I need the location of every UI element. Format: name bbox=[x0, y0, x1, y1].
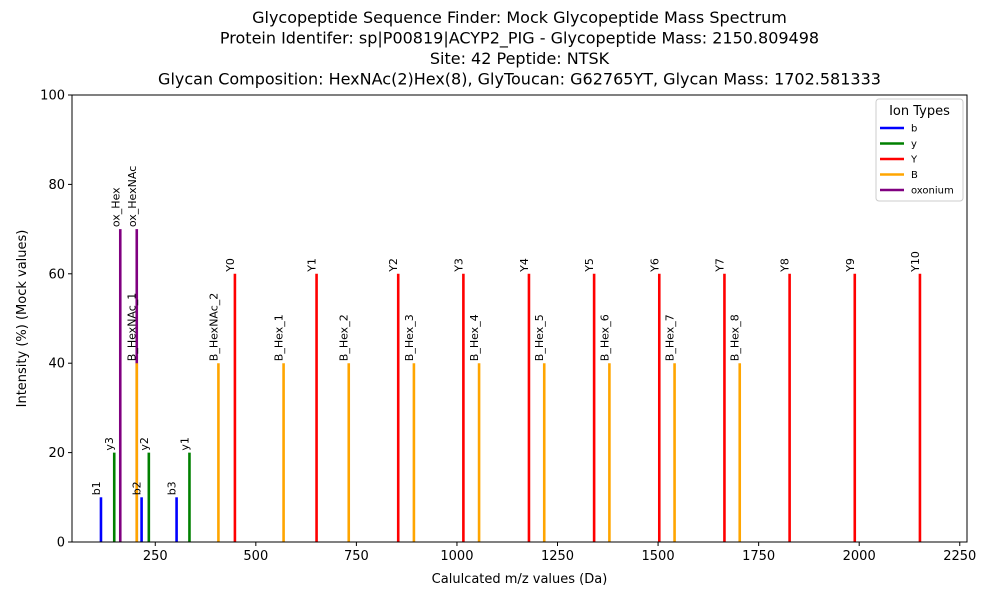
peak-label: b2 bbox=[131, 481, 144, 495]
peak-label: ox_HexNAc bbox=[126, 166, 139, 227]
peak-label: B_Hex_7 bbox=[664, 314, 677, 361]
chart-title: Glycopeptide Sequence Finder: Mock Glyco… bbox=[158, 8, 881, 89]
legend-label: y bbox=[911, 139, 917, 150]
x-axis-label: Calulcated m/z values (Da) bbox=[432, 572, 608, 587]
chart-title-line: Glycopeptide Sequence Finder: Mock Glyco… bbox=[252, 8, 787, 27]
x-tick-label: 1500 bbox=[642, 549, 675, 564]
peak-label: b3 bbox=[166, 481, 179, 495]
y-tick-label: 100 bbox=[40, 89, 65, 104]
peak-label: Y3 bbox=[452, 258, 465, 273]
chart-title-line: Site: 42 Peptide: NTSK bbox=[430, 49, 610, 68]
x-tick-label: 1250 bbox=[541, 549, 574, 564]
peak-label: Y2 bbox=[387, 258, 400, 273]
peak-label: B_Hex_2 bbox=[338, 314, 351, 361]
peak-label: Y6 bbox=[648, 258, 661, 273]
peak-label: B_Hex_6 bbox=[598, 314, 611, 361]
axes-frame bbox=[71, 94, 968, 543]
peak-label: y2 bbox=[138, 437, 151, 451]
legend-label: Y bbox=[910, 155, 918, 166]
legend-title: Ion Types bbox=[889, 104, 950, 119]
y-tick-label: 60 bbox=[48, 267, 65, 282]
peak-label: B_HexNAc_2 bbox=[207, 293, 220, 362]
y-tick-label: 40 bbox=[48, 357, 65, 372]
x-tick-label: 250 bbox=[143, 549, 168, 564]
chart-title-line: Protein Identifer: sp|P00819|ACYP2_PIG -… bbox=[220, 29, 819, 49]
y-tick-label: 20 bbox=[48, 446, 65, 461]
peak-label: B_Hex_1 bbox=[273, 314, 286, 361]
x-tick-label: 750 bbox=[344, 549, 369, 564]
peak-label: B_Hex_5 bbox=[533, 314, 546, 361]
peak-label: Y4 bbox=[518, 258, 531, 273]
peak-label: b1 bbox=[90, 481, 103, 495]
legend-label: B bbox=[911, 170, 918, 181]
legend-label: b bbox=[911, 124, 917, 135]
peak-label: Y7 bbox=[713, 258, 726, 273]
legend-label: oxonium bbox=[911, 186, 954, 197]
axes: 250 500 750 1000 1250 1500 1750 2000 2250 0 20 40 60… bbox=[15, 89, 976, 588]
peak-label: Y5 bbox=[583, 258, 596, 273]
peak-label: Y0 bbox=[224, 258, 237, 273]
peak-label: Y9 bbox=[844, 258, 857, 273]
chart-title-line: Glycan Composition: HexNAc(2)Hex(8), Gly… bbox=[158, 70, 881, 89]
plot-area: b1 y3 ox_Hex ox_HexNAc B_HexNAc_1 b2 y2 b3 y1 B_H… bbox=[90, 166, 922, 542]
peak-label: y3 bbox=[103, 437, 116, 451]
peak-label: Y8 bbox=[779, 258, 792, 273]
y-tick-label: 0 bbox=[57, 536, 65, 551]
peak-label: B_Hex_3 bbox=[403, 314, 416, 361]
x-tick-label: 2000 bbox=[843, 549, 876, 564]
peak-label: Y10 bbox=[909, 251, 922, 273]
x-tick-label: 2250 bbox=[943, 549, 976, 564]
peak-label: B_Hex_4 bbox=[468, 314, 481, 361]
peak-label: B_HexNAc_1 bbox=[126, 293, 139, 362]
y-axis-label: Intensity (%) (Mock values) bbox=[15, 230, 30, 408]
x-tick-label: 500 bbox=[243, 549, 268, 564]
peak-label: y1 bbox=[178, 437, 191, 451]
x-tick-label: 1000 bbox=[440, 549, 473, 564]
peak-label: Y1 bbox=[306, 258, 319, 273]
peak-label: ox_Hex bbox=[109, 187, 122, 227]
x-tick-label: 1750 bbox=[742, 549, 775, 564]
peak-label: B_Hex_8 bbox=[729, 314, 742, 361]
y-tick-label: 80 bbox=[48, 178, 65, 193]
